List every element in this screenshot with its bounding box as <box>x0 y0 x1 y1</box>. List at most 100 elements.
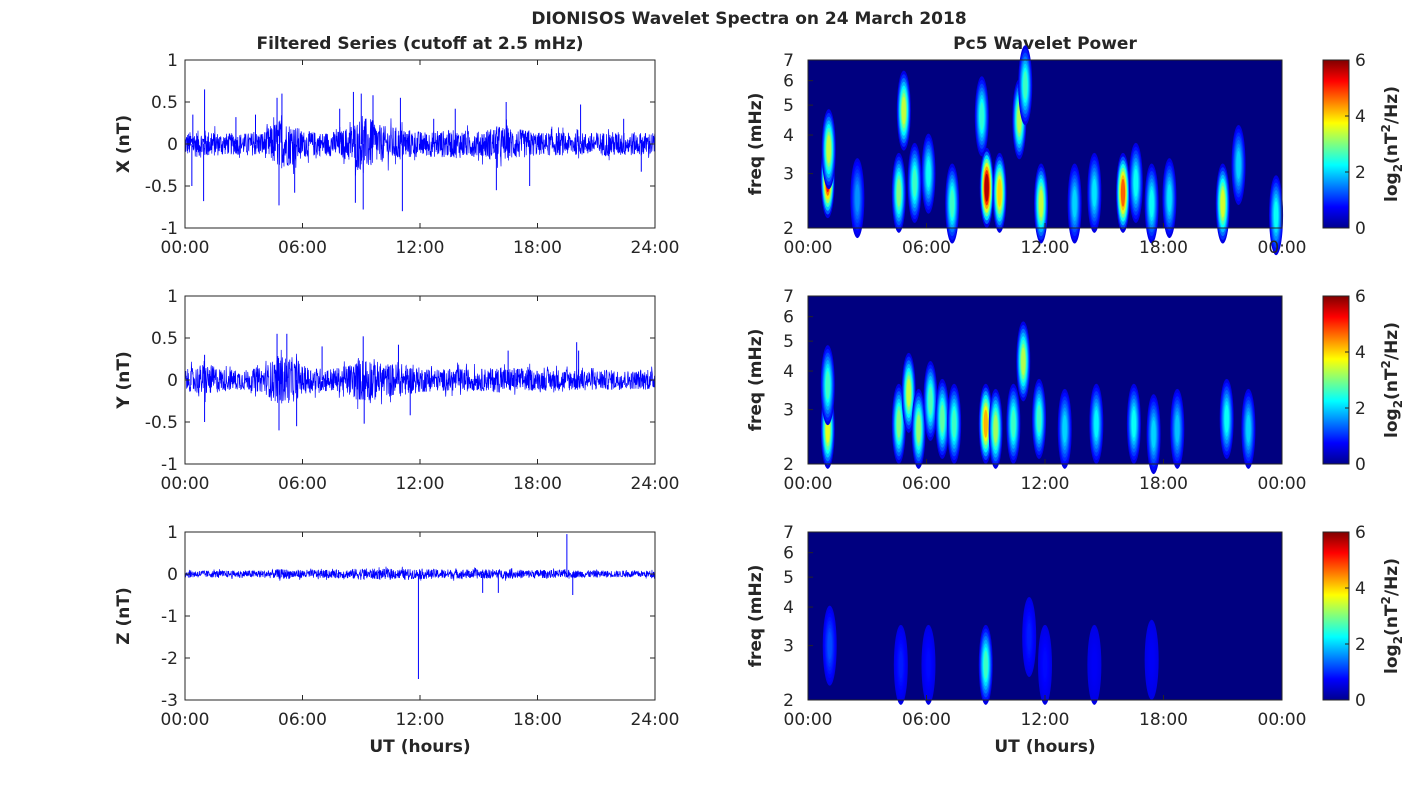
y-tick-label: -1 <box>161 607 178 627</box>
power-blob <box>1215 163 1230 244</box>
power-blob <box>1016 321 1031 402</box>
x-tick-label: 12:00 <box>1021 710 1070 730</box>
power-blob <box>1116 152 1131 233</box>
x-tick-label: 06:00 <box>902 238 951 258</box>
x-tick-label: 18:00 <box>513 238 562 258</box>
power-contour <box>912 168 917 197</box>
colorbar-tick-label: 6 <box>1355 287 1366 307</box>
power-blob <box>1067 163 1082 244</box>
right-x-axis-label: UT (hours) <box>994 737 1095 757</box>
power-blob <box>1162 158 1177 239</box>
power-blob <box>1032 378 1047 459</box>
colorbar <box>1322 531 1350 701</box>
x-tick-label: 12:00 <box>1021 474 1070 494</box>
power-blob <box>1126 383 1141 464</box>
colorbar <box>1322 59 1350 229</box>
y-tick-label: 4 <box>783 598 794 618</box>
y-tick-label: -3 <box>161 691 178 711</box>
y-tick-label: 5 <box>783 96 794 116</box>
colorbar-tick-label: 4 <box>1355 343 1366 363</box>
x-tick-label: 12:00 <box>396 710 445 730</box>
power-blob <box>850 158 865 239</box>
power-contour <box>1149 645 1154 674</box>
power-blob <box>907 142 922 223</box>
y-tick-label: 1 <box>167 287 178 307</box>
x-tick-label: 12:00 <box>396 474 445 494</box>
colorbar-label: log2(nT2/Hz) <box>1379 558 1405 674</box>
power-blob <box>820 345 835 426</box>
y-tick-label: 5 <box>783 332 794 352</box>
power-contour <box>1120 178 1126 207</box>
power-blob <box>1146 394 1161 475</box>
power-blob <box>1241 388 1256 469</box>
left-x-axis-label: UT (hours) <box>369 737 470 757</box>
y-tick-label: 6 <box>783 544 794 564</box>
power-blob <box>896 70 911 151</box>
colorbar-label: log2(nT2/Hz) <box>1379 322 1405 438</box>
y-tick-label: 2 <box>783 691 794 711</box>
power-contour <box>1131 409 1136 438</box>
y-tick-label: 1 <box>167 51 178 71</box>
power-contour <box>1224 404 1229 433</box>
x-tick-label: 00:00 <box>161 238 210 258</box>
y-axis-label: freq (mHz) <box>746 565 766 668</box>
x-tick-label: 06:00 <box>902 474 951 494</box>
y-tick-label: -1 <box>161 455 178 475</box>
power-contour <box>1149 189 1154 218</box>
power-contour <box>1175 414 1180 443</box>
power-blob <box>1038 624 1052 705</box>
y-tick-label: 3 <box>783 401 794 421</box>
x-tick-label: 24:00 <box>631 474 680 494</box>
x-tick-label: 18:00 <box>513 710 562 730</box>
x-tick-label: 06:00 <box>278 238 327 258</box>
power-contour <box>1036 404 1042 433</box>
power-blob <box>947 383 962 464</box>
y-axis-label: freq (mHz) <box>746 329 766 432</box>
power-contour <box>983 650 988 679</box>
figure-title: DIONISOS Wavelet Spectra on 24 March 201… <box>531 9 966 29</box>
power-contour <box>950 189 955 218</box>
x-tick-label: 00:00 <box>1258 474 1307 494</box>
power-blob <box>992 152 1007 233</box>
y-tick-label: 5 <box>783 568 794 588</box>
power-blob <box>822 605 837 686</box>
power-contour <box>855 184 860 213</box>
power-contour <box>1062 414 1067 443</box>
x-tick-label: 18:00 <box>1139 710 1188 730</box>
x-tick-label: 24:00 <box>631 710 680 730</box>
power-contour <box>1273 201 1279 230</box>
power-contour <box>993 414 998 443</box>
power-contour <box>1038 189 1044 218</box>
x-tick-label: 18:00 <box>1139 474 1188 494</box>
y-tick-label: 2 <box>783 219 794 239</box>
colorbar-tick-label: 0 <box>1355 219 1366 239</box>
power-contour <box>1027 622 1032 651</box>
x-tick-label: 00:00 <box>784 710 833 730</box>
power-blob <box>911 388 926 469</box>
power-contour <box>896 178 901 207</box>
power-contour <box>896 409 901 438</box>
x-tick-label: 00:00 <box>1258 710 1307 730</box>
power-contour <box>1072 189 1077 218</box>
power-blob <box>923 360 938 441</box>
y-tick-label: 4 <box>783 126 794 146</box>
y-tick-label: 3 <box>783 637 794 657</box>
y-tick-label: 2 <box>783 455 794 475</box>
series-line <box>184 115 656 176</box>
y-tick-label: 3 <box>783 165 794 185</box>
power-blob <box>979 147 994 228</box>
power-blob <box>935 378 950 459</box>
power-contour <box>1092 650 1097 679</box>
power-blob <box>1022 596 1037 677</box>
colorbar-tick-label: 6 <box>1355 51 1366 71</box>
power-contour <box>826 135 831 164</box>
y-tick-label: -0.5 <box>145 177 178 197</box>
colorbar-label: log2(nT2/Hz) <box>1379 86 1405 202</box>
y-tick-label: 7 <box>783 523 794 543</box>
power-blob <box>1087 152 1102 233</box>
power-contour <box>984 173 989 202</box>
power-blob <box>891 152 906 233</box>
x-tick-label: 00:00 <box>784 474 833 494</box>
x-tick-label: 00:00 <box>161 474 210 494</box>
